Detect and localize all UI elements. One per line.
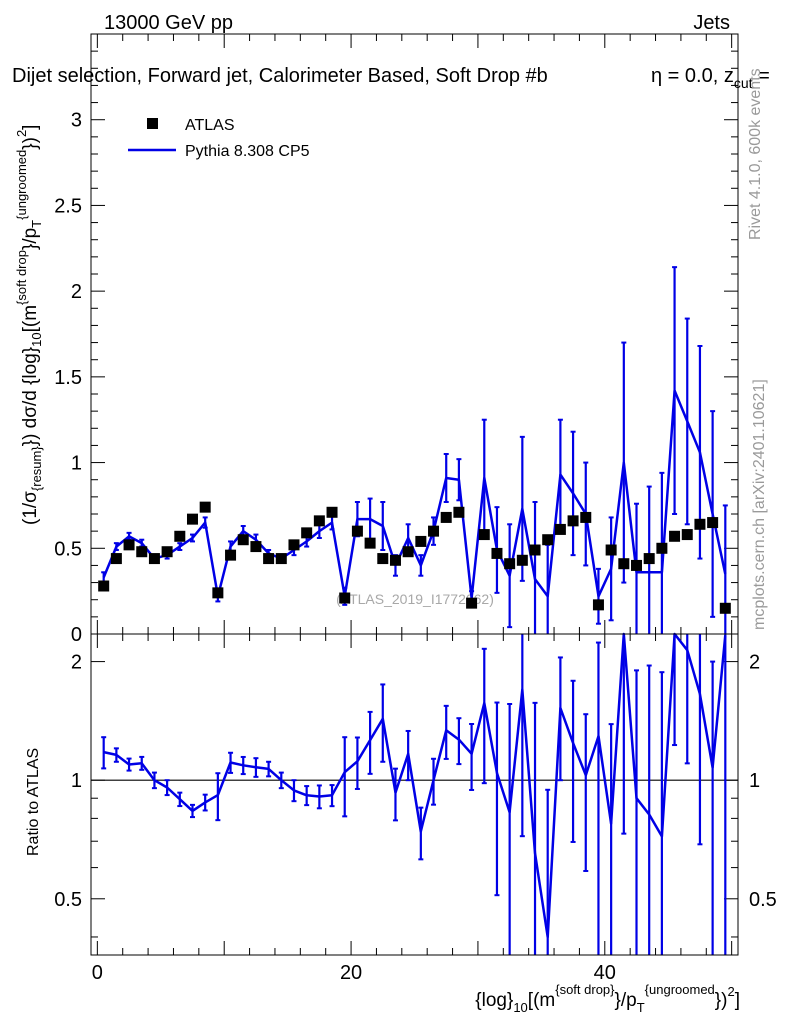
- x-tick-label: 0: [92, 962, 103, 984]
- atlas-data-point: [377, 553, 389, 565]
- ratio-tick-label-right: 2: [749, 652, 760, 674]
- energy-label: 13000 GeV pp: [104, 12, 233, 34]
- atlas-data-point: [199, 501, 211, 513]
- atlas-data-point: [656, 542, 668, 554]
- atlas-data-point: [123, 539, 135, 551]
- ratio-axes: 0 20 40 0.5 0.5 1 1 2 2: [54, 634, 777, 984]
- plot-title: Dijet selection, Forward jet, Calorimete…: [12, 65, 548, 87]
- atlas-data-point: [351, 525, 363, 537]
- legend-label-pythia: Pythia 8.308 CP5: [185, 143, 310, 160]
- x-tick-label: 20: [340, 962, 362, 984]
- atlas-data-point: [567, 515, 579, 527]
- analysis-watermark: (ATLAS_2019_I1772062): [336, 591, 494, 607]
- y-tick-label-zero: 0: [71, 624, 82, 646]
- ratio-series: [101, 632, 727, 955]
- y-tick-label: 1: [71, 453, 82, 475]
- y-tick-label: 2.5: [54, 195, 82, 217]
- main-axes: 0.5 1 1.5 2 2.5 3 0: [54, 33, 738, 646]
- atlas-data-point: [618, 558, 630, 570]
- x-axis-label: {log}10[(m{soft drop}}/pT{ungroomed})2]: [475, 982, 740, 1015]
- atlas-data-point: [339, 592, 351, 604]
- atlas-data-point: [301, 527, 313, 539]
- legend-marker-atlas: [147, 118, 158, 129]
- atlas-data-point: [288, 539, 300, 551]
- atlas-data-point: [161, 546, 173, 558]
- process-label: Jets: [693, 12, 730, 34]
- atlas-data-point: [186, 513, 198, 525]
- legend-label-atlas: ATLAS: [185, 117, 235, 134]
- atlas-data-point: [580, 511, 592, 523]
- ratio-tick-label-right: 1: [749, 770, 760, 792]
- atlas-data-point: [440, 511, 452, 523]
- ratio-tick-label: 1: [71, 770, 82, 792]
- atlas-data-point: [529, 544, 541, 556]
- ratio-tick-label: 2: [71, 652, 82, 674]
- atlas-data-point: [478, 529, 490, 541]
- atlas-data-point: [516, 554, 528, 566]
- atlas-data-point: [326, 506, 338, 518]
- plot-title-eta: η = 0.0, zcut =: [651, 65, 770, 91]
- atlas-data-point: [694, 518, 706, 530]
- atlas-data-point: [504, 558, 516, 570]
- atlas-data-point: [453, 506, 465, 518]
- atlas-data-point: [225, 549, 237, 561]
- atlas-data-point: [313, 515, 325, 527]
- atlas-data-point: [250, 541, 262, 553]
- atlas-data-point: [707, 517, 719, 529]
- legend: ATLAS Pythia 8.308 CP5: [128, 117, 310, 160]
- atlas-data-point: [263, 553, 275, 565]
- atlas-data-point: [643, 553, 655, 565]
- atlas-data-point: [669, 530, 681, 542]
- atlas-data-point: [605, 544, 617, 556]
- mcplots-label: mcplots.cern.ch [arXiv:2401.10621]: [751, 379, 768, 630]
- ratio-panel-frame: [90, 633, 739, 956]
- y-axis-label: (1/σ{resum}}) dσ/d {log}10[(m{soft drop}…: [14, 125, 44, 525]
- y-tick-label: 0.5: [54, 538, 82, 560]
- atlas-data-point: [491, 547, 503, 559]
- y-tick-label: 1.5: [54, 367, 82, 389]
- atlas-data-point: [554, 523, 566, 535]
- ratio-line: [103, 632, 727, 939]
- atlas-data-point: [364, 537, 376, 549]
- atlas-data-point: [719, 602, 731, 614]
- atlas-data-point: [98, 580, 110, 592]
- y-tick-label: 3: [71, 110, 82, 132]
- atlas-data-point: [275, 553, 287, 565]
- atlas-data-point: [389, 554, 401, 566]
- ratio-y-axis-label: Ratio to ATLAS: [25, 748, 42, 856]
- atlas-data-point: [148, 553, 160, 565]
- ratio-tick-label-right: 0.5: [749, 889, 777, 911]
- atlas-data-point: [542, 534, 554, 546]
- atlas-data-point: [212, 587, 224, 599]
- pythia-line: [102, 389, 727, 600]
- atlas-data-point: [402, 546, 414, 558]
- atlas-data-point: [136, 546, 148, 558]
- atlas-data-point: [174, 530, 186, 542]
- main-series: [98, 266, 731, 634]
- rivet-version-label: Rivet 4.1.0, 600k events: [747, 68, 764, 240]
- atlas-data-point: [428, 525, 440, 537]
- atlas-data-point: [110, 553, 122, 565]
- atlas-data-point: [415, 535, 427, 547]
- plot-title-main: Dijet selection, Forward jet, Calorimete…: [12, 65, 548, 87]
- atlas-data-point: [466, 597, 478, 609]
- atlas-data-point: [631, 559, 643, 571]
- y-tick-label: 2: [71, 281, 82, 303]
- atlas-data-point: [681, 529, 693, 541]
- x-tick-label: 40: [594, 962, 616, 984]
- ratio-tick-label: 0.5: [54, 889, 82, 911]
- atlas-data-point: [592, 599, 604, 611]
- atlas-data-point: [237, 534, 249, 546]
